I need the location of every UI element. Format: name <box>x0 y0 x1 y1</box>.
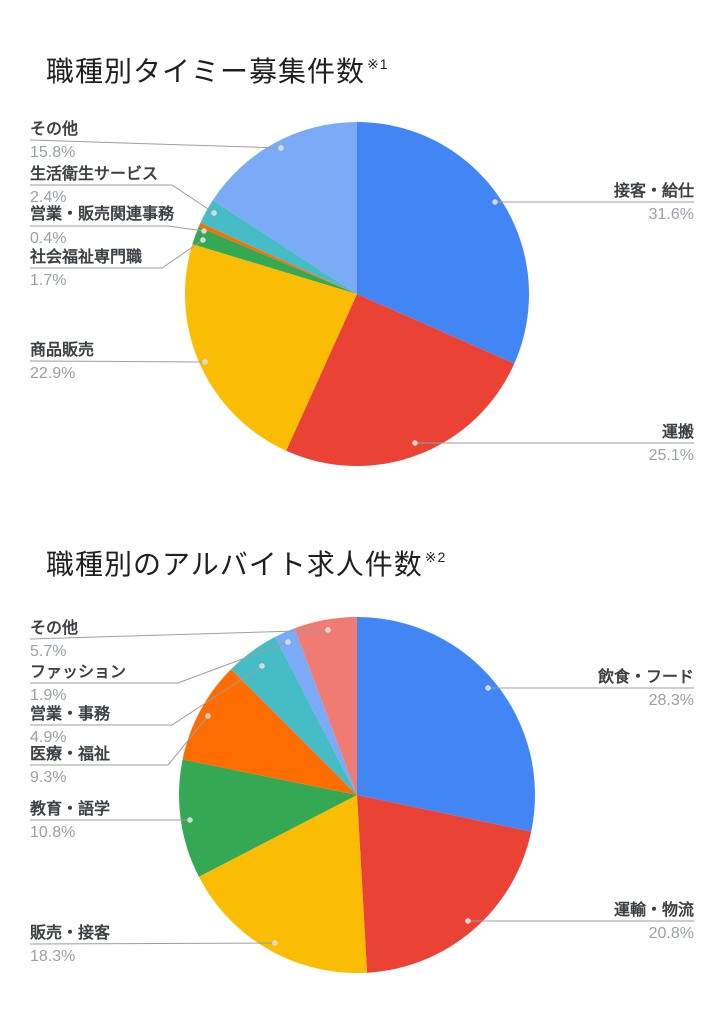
pie-2-slice-7 <box>294 617 357 795</box>
slice-label: 営業・事務 <box>30 706 111 723</box>
slice-label: 飲食・フード <box>597 669 694 686</box>
callout-dot <box>201 228 207 234</box>
pie-chart-2-section: 職種別のアルバイト求人件数 ※2 その他 <box>0 510 724 1024</box>
slice-label: その他 <box>30 121 79 138</box>
slice-percent: 22.9% <box>30 365 76 382</box>
pie-1-callouts <box>29 139 694 446</box>
callout-dot <box>485 685 491 691</box>
slice-label: 運輸・物流 <box>613 902 694 919</box>
slice-percent: 4.9% <box>30 729 67 746</box>
pie-2-slice-6 <box>275 628 357 795</box>
slice-percent: 20.8% <box>648 925 694 942</box>
pie-1-slices <box>184 122 529 466</box>
pie-2-slice-2 <box>198 795 368 974</box>
callout-line <box>30 715 209 766</box>
callout-line <box>30 641 289 684</box>
slice-percent: 10.8% <box>30 824 76 841</box>
callout-dot <box>412 440 418 446</box>
pie-1-slice-5 <box>200 200 357 294</box>
callout-line <box>29 360 206 363</box>
callout-line <box>29 942 276 945</box>
callout-dot <box>465 918 471 924</box>
callout-line <box>30 239 204 269</box>
slice-label: 販売・接客 <box>30 925 111 942</box>
slice-percent: 0.4% <box>30 230 67 247</box>
slice-percent: 5.7% <box>30 643 67 660</box>
slice-label: 商品販売 <box>30 342 95 359</box>
chart-2-title-text: 職種別のアルバイト求人件数 <box>46 549 423 580</box>
pie-1-slice-2 <box>184 244 357 451</box>
slice-percent: 31.6% <box>648 206 694 223</box>
chart-2-title: 職種別のアルバイト求人件数 ※2 <box>46 543 446 583</box>
pie-2-slice-4 <box>182 669 357 795</box>
slice-label: その他 <box>30 620 79 637</box>
callout-line <box>29 139 282 149</box>
pie-2-slice-3 <box>179 759 357 877</box>
pie-chart-1 <box>29 122 694 466</box>
chart-1-title: 職種別タイミー募集件数 ※1 <box>46 50 389 90</box>
callout-dot <box>278 145 284 151</box>
callout-dot <box>285 639 291 645</box>
callout-dot <box>325 627 331 633</box>
slice-percent: 2.4% <box>30 189 67 206</box>
callout-line <box>30 225 205 232</box>
slice-label: 医療・福祉 <box>30 746 111 763</box>
callout-line <box>30 665 263 726</box>
callout-dot <box>200 237 206 243</box>
slice-label: 接客・給仕 <box>613 183 694 200</box>
slice-percent: 1.7% <box>30 272 67 289</box>
pie-1-slice-0 <box>357 122 529 364</box>
pie-1-slice-6 <box>212 122 357 294</box>
callout-dot <box>259 663 265 669</box>
pie-2-slices <box>179 617 536 974</box>
chart-1-title-text: 職種別タイミー募集件数 <box>46 56 366 87</box>
slice-percent: 1.9% <box>30 687 67 704</box>
callout-dot <box>492 199 498 205</box>
pie-2-callouts <box>29 627 694 946</box>
callout-dot <box>187 817 193 823</box>
callout-line <box>30 184 215 214</box>
slice-label: 生活衛生サービス <box>30 166 159 183</box>
callout-line <box>29 629 329 640</box>
pie-chart-2 <box>29 617 694 974</box>
pie-1-slice-3 <box>192 226 357 294</box>
callout-dot <box>205 713 211 719</box>
chart-1-title-note: ※1 <box>367 55 389 72</box>
slice-label: ファッション <box>30 664 127 681</box>
slice-label: 営業・販売関連事務 <box>30 206 175 223</box>
pie-2-slice-5 <box>231 636 357 795</box>
pie-1-slice-4 <box>198 222 357 294</box>
chart-2-title-note: ※2 <box>424 548 447 565</box>
slice-percent: 9.3% <box>30 769 67 786</box>
slice-percent: 25.1% <box>648 447 694 464</box>
callout-dot <box>272 940 278 946</box>
pie-chart-1-section: 職種別タイミー募集件数 ※1 その他 15.8% 生活衛生サ <box>0 0 724 510</box>
pie-2-slice-0 <box>357 617 536 832</box>
slice-percent: 15.8% <box>30 144 76 161</box>
slice-label: 運搬 <box>661 424 694 441</box>
pie-2-slice-1 <box>357 795 532 973</box>
slice-percent: 18.3% <box>30 948 76 965</box>
slice-percent: 28.3% <box>648 692 694 709</box>
callout-dot <box>202 359 208 365</box>
callout-dot <box>211 210 217 216</box>
slice-label: 教育・語学 <box>30 801 111 818</box>
pie-1-slice-1 <box>286 294 515 466</box>
slice-label: 社会福祉専門職 <box>30 249 143 266</box>
